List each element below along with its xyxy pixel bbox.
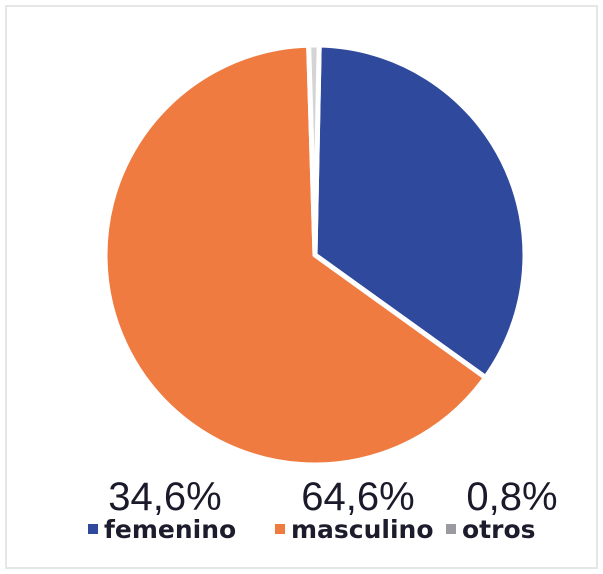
legend-label: masculino <box>291 515 434 544</box>
labels: 34,6%femenino 64,6%masculino 0,8%otros <box>88 475 558 544</box>
legend-label: otros <box>462 515 536 544</box>
value-label: 64,6% <box>301 475 414 519</box>
value-label: 34,6% <box>108 475 221 519</box>
pie-slice <box>312 42 528 381</box>
value-label: 0,8% <box>466 475 557 519</box>
legend-swatch <box>88 524 98 534</box>
legend-swatch <box>275 524 285 534</box>
pie <box>102 42 528 468</box>
pie-slice <box>102 42 489 468</box>
legend-swatch <box>446 524 456 534</box>
legend-label: femenino <box>104 515 236 544</box>
pie-slice <box>306 42 322 258</box>
